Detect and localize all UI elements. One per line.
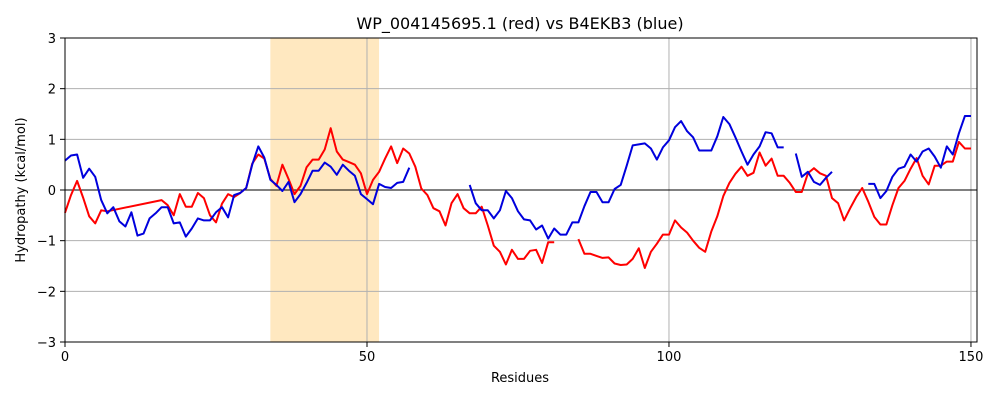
y-tick-label: 0 (48, 184, 56, 199)
series-line-0 (577, 140, 971, 269)
grid-lines (64, 37, 977, 343)
chart-title: WP_004145695.1 (red) vs B4EKB3 (blue) (356, 14, 683, 34)
series-line-1 (64, 145, 411, 238)
y-tick-label: 2 (48, 83, 56, 98)
y-tick-label: 1 (48, 133, 56, 148)
y-tick-label: −1 (37, 235, 56, 250)
series-line-1 (794, 153, 833, 186)
series-group (64, 115, 971, 269)
x-tick-label: 50 (359, 350, 376, 365)
x-tick-label: 150 (959, 350, 984, 365)
series-line-1 (468, 116, 784, 240)
x-axis-label: Residues (491, 371, 549, 386)
y-tick-label: −2 (37, 285, 56, 300)
y-tick-label: −3 (37, 336, 56, 351)
y-tick-label: 3 (48, 32, 56, 47)
axes (60, 37, 978, 347)
tick-labels: 0 50 100 150 −3 −2 −1 0 1 2 3 (37, 32, 984, 365)
y-axis-label: Hydropathy (kcal/mol) (14, 117, 29, 262)
plot-frame (64, 37, 978, 343)
x-tick-label: 0 (61, 350, 69, 365)
series-line-1 (868, 115, 971, 200)
x-tick-label: 100 (657, 350, 682, 365)
